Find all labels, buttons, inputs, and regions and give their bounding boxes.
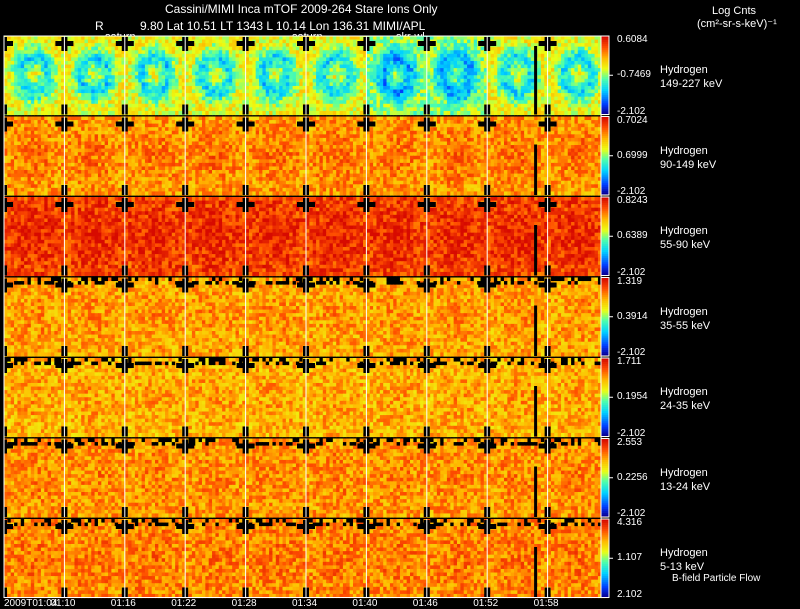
channel-species-label: Hydrogen (660, 225, 708, 238)
time-tick-label: 01:28 (232, 598, 257, 609)
time-tick-label: 01:40 (352, 598, 377, 609)
colorbar-2 (601, 117, 609, 196)
channel-energy-label: 90-149 keV (660, 159, 716, 172)
time-tick-label: 01:34 (292, 598, 317, 609)
colorbar-mid-label: 0.2256 (617, 472, 648, 483)
colorbar-max-label: 0.6084 (617, 34, 648, 45)
time-tick-label: 01:46 (413, 598, 438, 609)
frame-marker (0, 363, 13, 368)
colorbar-1 (601, 36, 609, 115)
colorbar-7 (601, 519, 609, 598)
time-tick-label: 01:16 (111, 598, 136, 609)
frame-marker (0, 283, 13, 288)
channel-energy-label: 55-90 keV (660, 239, 710, 252)
footer-note: B-field Particle Flow (672, 572, 760, 585)
channel-species-label: Hydrogen (660, 306, 708, 319)
colorbar-4 (601, 278, 609, 357)
time-tick-label: 01:22 (171, 598, 196, 609)
channel-energy-label: 149-227 keV (660, 78, 722, 91)
colorbar-mid-label: 0.6389 (617, 230, 648, 241)
colorbar-mid-label: 1.107 (617, 552, 642, 563)
frame-marker (0, 41, 13, 46)
colorbar-mid-label: 0.1954 (617, 391, 648, 402)
channel-species-label: Hydrogen (660, 386, 708, 399)
colorbar-max-label: 0.8243 (617, 195, 648, 206)
channel-species-label: Hydrogen (660, 467, 708, 480)
frame-marker (0, 202, 13, 207)
time-tick-label: 01:10 (50, 598, 75, 609)
colorbar-max-label: 1.319 (617, 276, 642, 287)
colorbar-max-label: 4.316 (617, 517, 642, 528)
channel-energy-label: 24-35 keV (660, 400, 710, 413)
colorbar-mid-label: -0.7469 (617, 69, 651, 80)
frame-marker (0, 524, 13, 529)
colorbar-6 (601, 439, 609, 518)
channel-species-label: Hydrogen (660, 547, 708, 560)
channel-energy-label: 35-55 keV (660, 320, 710, 333)
colorbar-max-label: 0.7024 (617, 115, 648, 126)
colorbar-mid-label: 0.6999 (617, 150, 648, 161)
time-tick-label: 01:52 (473, 598, 498, 609)
channel-species-label: Hydrogen (660, 145, 708, 158)
channel-energy-label: 13-24 keV (660, 481, 710, 494)
frame-marker (0, 122, 13, 127)
colorbar-3 (601, 197, 609, 276)
time-tick-label: 01:58 (534, 598, 559, 609)
time-tick-label: 2009T01:04 (4, 598, 57, 609)
colorbar-max-label: 2.553 (617, 437, 642, 448)
colorbar-min-label: 2.102 (617, 589, 642, 600)
frame-marker (0, 444, 13, 449)
channel-species-label: Hydrogen (660, 64, 708, 77)
colorbar-max-label: 1.711 (617, 356, 641, 367)
colorbar-5 (601, 358, 609, 437)
colorbar-mid-label: 0.3914 (617, 311, 648, 322)
